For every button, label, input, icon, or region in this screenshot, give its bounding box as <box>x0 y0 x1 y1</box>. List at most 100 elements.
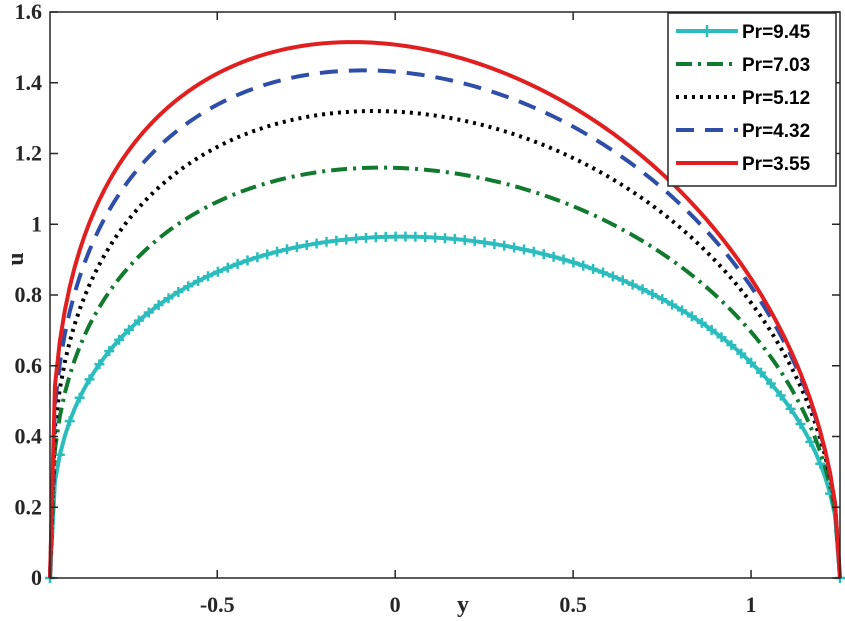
data-point-marker <box>183 281 194 292</box>
data-point-marker <box>637 284 648 295</box>
data-point-marker <box>677 305 687 316</box>
data-point-marker <box>203 271 213 282</box>
y-tick-label: 1.4 <box>15 70 43 95</box>
data-point-marker <box>291 242 302 253</box>
data-point-marker <box>440 233 450 244</box>
y-tick-label: 0.2 <box>15 494 43 519</box>
series-line-pr-5-12 <box>48 109 842 579</box>
data-point-marker <box>400 231 411 242</box>
data-point-marker <box>232 258 243 269</box>
y-tick-label: 1.6 <box>15 0 43 24</box>
data-point-marker <box>805 436 816 447</box>
data-point-marker <box>124 324 134 335</box>
data-point-marker <box>489 239 500 250</box>
x-tick-label: -0.5 <box>200 592 235 617</box>
data-point-marker <box>64 416 75 427</box>
legend-entry-label: Pr=4.32 <box>742 121 810 142</box>
data-point-marker <box>746 357 757 368</box>
data-point-marker <box>509 242 520 253</box>
data-point-marker <box>607 271 618 282</box>
data-point-marker <box>222 262 233 273</box>
data-point-marker <box>568 257 579 268</box>
data-point-marker <box>795 419 806 430</box>
data-point-marker <box>479 237 490 248</box>
data-point-marker <box>696 317 707 328</box>
data-point-marker <box>519 244 529 255</box>
data-point-marker <box>578 260 589 271</box>
data-point-marker <box>627 279 638 290</box>
data-point-marker <box>538 249 549 260</box>
data-point-marker <box>94 359 105 370</box>
x-tick-label: 1 <box>746 592 757 617</box>
data-point-marker <box>765 378 776 389</box>
data-point-marker <box>301 240 312 251</box>
data-point-marker <box>193 276 204 287</box>
legend-entry-label: Pr=9.45 <box>742 22 811 43</box>
y-axis-label: u <box>3 252 29 265</box>
data-point-marker <box>785 403 796 414</box>
data-point-marker <box>153 300 164 311</box>
data-point-marker <box>657 294 668 305</box>
data-point-marker <box>351 233 362 244</box>
y-tick-label: 1 <box>31 211 42 236</box>
data-point-marker <box>114 334 125 345</box>
legend-entry-label: Pr=7.03 <box>742 55 810 76</box>
data-point-marker <box>449 234 460 245</box>
data-point-marker <box>272 246 283 257</box>
data-point-marker <box>370 232 381 243</box>
data-point-marker <box>262 249 273 260</box>
y-tick-label: 0.4 <box>15 424 43 449</box>
data-point-marker <box>74 392 85 403</box>
legend-box <box>667 12 837 187</box>
data-point-marker <box>163 293 174 304</box>
data-point-marker <box>647 289 658 300</box>
y-tick-label: 0.8 <box>15 282 43 307</box>
data-point-marker <box>588 263 599 274</box>
data-point-marker <box>410 231 421 242</box>
data-point-marker <box>341 234 352 245</box>
data-point-marker <box>726 340 737 351</box>
data-point-marker <box>173 287 184 298</box>
series-line-pr-7-03 <box>48 165 842 579</box>
data-point-marker <box>598 267 608 278</box>
y-tick-label: 1.2 <box>15 141 43 166</box>
axes-layer: 0 0.2 0.4 0.6 0.8 1 1.2 1.4 1.6 -0.5 0 0.5 1 y u <box>3 0 841 618</box>
data-point-marker <box>311 238 322 249</box>
data-point-marker <box>558 254 569 265</box>
series-line-pr-3-55 <box>48 40 842 579</box>
data-point-marker <box>104 346 115 357</box>
data-point-marker <box>548 251 559 262</box>
y-tick-label: 0 <box>31 565 42 590</box>
data-point-marker <box>390 231 401 242</box>
data-point-marker <box>321 236 332 247</box>
data-point-marker <box>420 232 431 243</box>
x-axis-label: y <box>457 592 469 618</box>
legend-marker <box>701 25 713 37</box>
data-point-marker <box>706 324 717 335</box>
legend: Pr=9.45 Pr=7.03 Pr=5.12 Pr=4.32 Pr=3.55 <box>667 12 837 187</box>
legend-entry-label: Pr=5.12 <box>742 88 810 109</box>
data-point-marker <box>815 458 826 469</box>
data-point-marker <box>133 315 144 326</box>
series-markers-pr-9-45 <box>45 231 845 583</box>
data-point-marker <box>212 266 223 277</box>
data-point-marker <box>459 235 470 246</box>
legend-entry-label: Pr=3.55 <box>742 154 811 175</box>
data-point-marker <box>361 232 371 243</box>
data-point-marker <box>617 275 628 286</box>
data-point-marker <box>331 235 342 246</box>
data-point-marker <box>84 374 95 385</box>
y-tick-label: 0.6 <box>15 353 43 378</box>
data-point-marker <box>499 240 510 251</box>
data-point-marker <box>143 307 154 318</box>
data-point-marker <box>686 311 697 322</box>
series-line-pr-4-32 <box>48 68 842 579</box>
data-point-marker <box>282 244 292 255</box>
data-point-marker <box>528 246 539 257</box>
data-point-marker <box>430 232 441 243</box>
data-point-marker <box>380 231 391 242</box>
data-point-marker <box>242 255 253 266</box>
data-point-marker <box>667 299 678 310</box>
x-tick-label: 0 <box>390 592 401 617</box>
